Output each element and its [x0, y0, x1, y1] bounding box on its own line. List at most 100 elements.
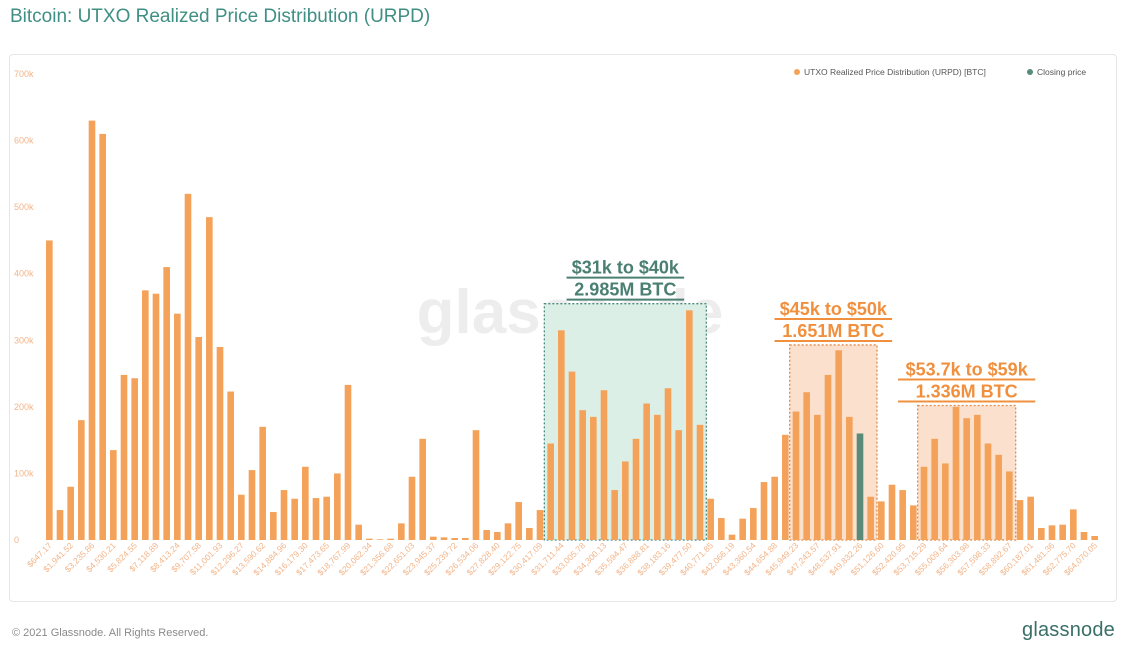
bar: [334, 473, 341, 540]
page-title: Bitcoin: UTXO Realized Price Distributio…: [10, 6, 431, 27]
bar: [590, 416, 597, 540]
bar: [344, 384, 352, 540]
y-tick-label: 600k: [14, 136, 34, 146]
bar: [78, 420, 85, 540]
bar: [494, 532, 501, 540]
annotation-range-label: $53.7k to $59k: [906, 360, 1029, 380]
bar: [1091, 536, 1098, 540]
bar: [835, 350, 842, 540]
bar: [952, 406, 960, 540]
annotation-amount-label: 2.985M BTC: [574, 280, 676, 300]
annotation-range-label: $45k to $50k: [780, 299, 888, 319]
bar: [120, 374, 128, 540]
bar: [792, 411, 800, 540]
bar: [504, 523, 512, 540]
bar: [238, 494, 245, 540]
urpd-bar-chart: glassnode0100k200k300k400k500k600k700k$6…: [14, 67, 1099, 577]
bar: [227, 391, 234, 540]
glassnode-logo[interactable]: glassnode: [1022, 619, 1115, 641]
bar: [1059, 524, 1066, 540]
bar: [547, 443, 554, 540]
bar: [440, 537, 448, 540]
legend-label-closing: Closing price: [1037, 67, 1086, 77]
bar: [760, 482, 768, 540]
bar: [1016, 500, 1024, 540]
bar: [206, 217, 213, 540]
bar: [632, 438, 640, 540]
bar: [984, 443, 992, 540]
chart-panel: glassnode0100k200k300k400k500k600k700k$6…: [9, 54, 1117, 602]
bar: [707, 498, 714, 540]
bar: [216, 346, 224, 540]
bar: [1080, 532, 1088, 540]
bar: [483, 530, 490, 540]
bar: [430, 536, 437, 540]
legend-marker-urpd: [794, 69, 800, 75]
bar: [867, 496, 874, 540]
y-tick-label: 200k: [14, 402, 34, 412]
bar: [942, 463, 949, 540]
bar: [558, 330, 565, 540]
annotation-amount-label: 1.336M BTC: [916, 382, 1018, 402]
bar: [1006, 471, 1013, 540]
bar: [750, 508, 757, 540]
bar: [1038, 528, 1045, 540]
legend-label-urpd: UTXO Realized Price Distribution (URPD) …: [804, 67, 986, 77]
bar: [99, 133, 106, 540]
bar: [920, 466, 928, 540]
y-tick-label: 300k: [14, 335, 34, 345]
bar: [280, 490, 288, 540]
bar: [654, 414, 661, 540]
bar: [739, 518, 746, 540]
bar: [536, 510, 544, 540]
bar: [910, 505, 917, 540]
bar: [600, 390, 608, 540]
bar: [1048, 525, 1056, 540]
bar: [131, 378, 138, 540]
bar: [888, 484, 896, 540]
bar: [408, 476, 416, 540]
y-tick-label: 500k: [14, 202, 34, 212]
bar: [248, 470, 256, 540]
bar: [824, 374, 832, 540]
bar: [152, 293, 160, 540]
bar: [568, 371, 576, 540]
bar: [302, 466, 309, 540]
bar: [686, 310, 693, 540]
y-tick-label: 700k: [14, 69, 34, 79]
bar: [515, 502, 522, 540]
bar: [46, 240, 53, 540]
bar: [163, 267, 170, 540]
bar: [366, 538, 373, 540]
bar: [696, 424, 704, 540]
bar: [462, 538, 469, 540]
closing-price-bar: [856, 433, 864, 540]
bar: [664, 388, 672, 540]
bar: [110, 450, 117, 540]
bar: [312, 498, 320, 540]
y-tick-label: 100k: [14, 468, 34, 478]
bar: [1027, 496, 1034, 540]
bar: [270, 512, 277, 540]
bar: [376, 539, 384, 540]
bar: [472, 430, 480, 540]
bar: [878, 501, 885, 540]
bar: [974, 414, 981, 540]
legend-marker-closing: [1027, 69, 1033, 75]
bar: [451, 538, 458, 540]
bar: [355, 524, 362, 540]
bar: [846, 416, 853, 540]
bar: [419, 438, 426, 540]
bar: [323, 496, 330, 540]
bar: [899, 490, 906, 540]
bar: [195, 336, 202, 540]
bar: [814, 414, 821, 540]
bar: [174, 313, 181, 540]
bar: [67, 486, 74, 540]
bar: [718, 518, 725, 540]
annotation-range-label: $31k to $40k: [572, 258, 680, 278]
bar: [803, 392, 810, 540]
bar: [259, 426, 266, 540]
annotation-box: [789, 344, 878, 541]
y-tick-label: 400k: [14, 269, 34, 279]
